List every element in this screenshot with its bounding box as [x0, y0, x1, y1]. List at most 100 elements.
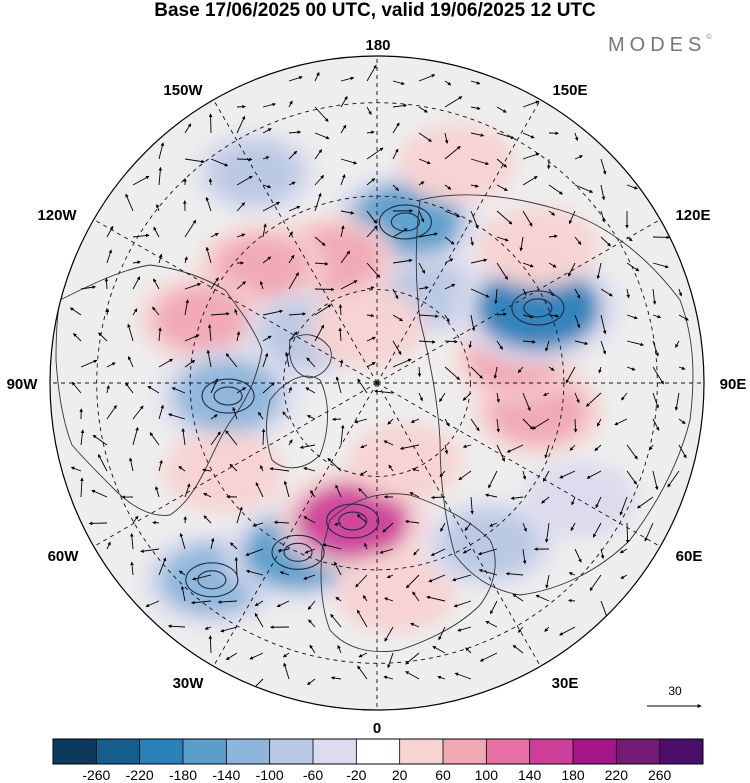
lon-label-150e: 150E	[552, 82, 587, 99]
wind-arrow	[210, 277, 219, 290]
wind-arrow	[366, 178, 376, 186]
wind-arrow	[303, 516, 316, 524]
wind-arrow	[496, 418, 501, 433]
wind-arrow	[574, 132, 579, 142]
lon-label-60w: 60W	[48, 548, 80, 565]
lon-label-90e: 90E	[720, 376, 747, 393]
wind-arrow	[132, 233, 150, 238]
wind-arrow	[207, 324, 212, 342]
wind-arrow	[366, 210, 377, 224]
wind-arrow	[366, 147, 384, 160]
wind-arrow	[354, 418, 368, 424]
map-title: Base 17/06/2025 00 UTC, valid 19/06/2025…	[154, 0, 596, 21]
wind-arrow	[548, 262, 557, 268]
wind-arrow	[236, 233, 246, 238]
wind-arrow	[545, 340, 550, 352]
wind-arrow	[496, 236, 509, 242]
wind-arrow	[210, 414, 218, 420]
wind-arrow	[522, 210, 533, 227]
wind-arrow	[386, 574, 394, 579]
wind-arrow	[299, 444, 316, 449]
wind-arrow	[392, 184, 400, 191]
wind-arrow	[306, 357, 316, 368]
wind-arrow	[678, 288, 683, 297]
lon-label-150w: 150W	[163, 82, 203, 99]
wind-arrow	[356, 609, 368, 628]
wind-arrow	[184, 483, 191, 498]
wind-arrow	[387, 652, 394, 669]
wind-arrow	[383, 440, 394, 446]
wind-arrow	[132, 405, 144, 420]
colorbar-swatch	[139, 739, 184, 764]
wind-arrow	[496, 340, 503, 350]
wind-arrow	[574, 392, 580, 404]
wind-arrow	[366, 225, 378, 238]
wind-arrow	[314, 106, 329, 122]
colorbar-frame	[52, 738, 704, 765]
colorbar-swatch	[616, 739, 660, 764]
wind-arrow	[652, 262, 669, 269]
wind-arrow	[636, 496, 654, 509]
wind-arrow	[619, 496, 628, 516]
wind-arrow	[430, 495, 446, 500]
wind-arrow	[334, 522, 342, 526]
wind-arrow	[652, 470, 659, 491]
wind-arrow	[542, 470, 550, 482]
coastline-arctic-islands	[288, 334, 332, 379]
wind-arrow	[220, 626, 238, 633]
wind-arrow	[338, 327, 342, 342]
wind-arrow	[236, 157, 253, 162]
wind-arrow	[470, 496, 474, 515]
wind-arrow	[458, 470, 472, 481]
wind-arrow	[392, 103, 408, 108]
lon-label-180: 180	[365, 37, 390, 54]
wind-arrow	[366, 286, 375, 290]
wind-arrow	[305, 387, 316, 394]
wind-arrow	[596, 418, 602, 427]
colorbar-tick-label: -60	[303, 767, 323, 783]
wind-arrow	[171, 387, 186, 394]
wind-arrow	[600, 288, 613, 297]
wind-arrow	[364, 542, 368, 550]
wind-arrow	[340, 158, 358, 165]
wind-arrow	[362, 594, 368, 602]
wind-arrow	[410, 622, 420, 628]
wind-arrow	[418, 262, 426, 274]
wind-arrow	[522, 314, 534, 319]
anomaly-contour-inner	[338, 511, 368, 531]
wind-arrow	[80, 285, 96, 290]
wind-arrow	[457, 626, 472, 632]
wind-arrow	[496, 444, 505, 462]
wind-arrow	[432, 646, 446, 654]
wind-arrow	[273, 520, 290, 525]
anomaly-contour-inner	[213, 386, 243, 406]
wind-arrow	[206, 349, 212, 368]
wind-arrow	[180, 585, 186, 602]
wind-arrow	[392, 148, 399, 160]
anomaly-region	[323, 297, 412, 358]
wind-arrow	[478, 568, 498, 576]
wind-arrow	[262, 335, 272, 342]
wind-arrow	[232, 406, 238, 420]
wind-arrow	[418, 158, 431, 165]
wind-arrow	[439, 470, 446, 478]
wind-arrow	[568, 262, 576, 277]
wind-arrow	[132, 515, 139, 524]
wind-arrow	[340, 174, 346, 186]
wind-arrow	[444, 184, 452, 190]
wind-arrow	[282, 411, 290, 420]
wind-arrow	[184, 256, 188, 264]
wind-arrow	[453, 600, 472, 608]
wind-arrow	[437, 675, 446, 680]
wind-arrow	[125, 193, 134, 212]
wind-arrow	[152, 520, 160, 525]
wind-arrow	[184, 334, 200, 342]
wind-arrow	[626, 366, 636, 371]
wind-arrow	[444, 96, 463, 108]
wind-arrow	[288, 312, 307, 316]
wind-arrow	[288, 181, 296, 186]
wind-arrow	[652, 418, 660, 431]
wind-arrow	[334, 561, 342, 576]
colorbar-swatch	[573, 739, 617, 764]
wind-arrow	[158, 557, 167, 576]
